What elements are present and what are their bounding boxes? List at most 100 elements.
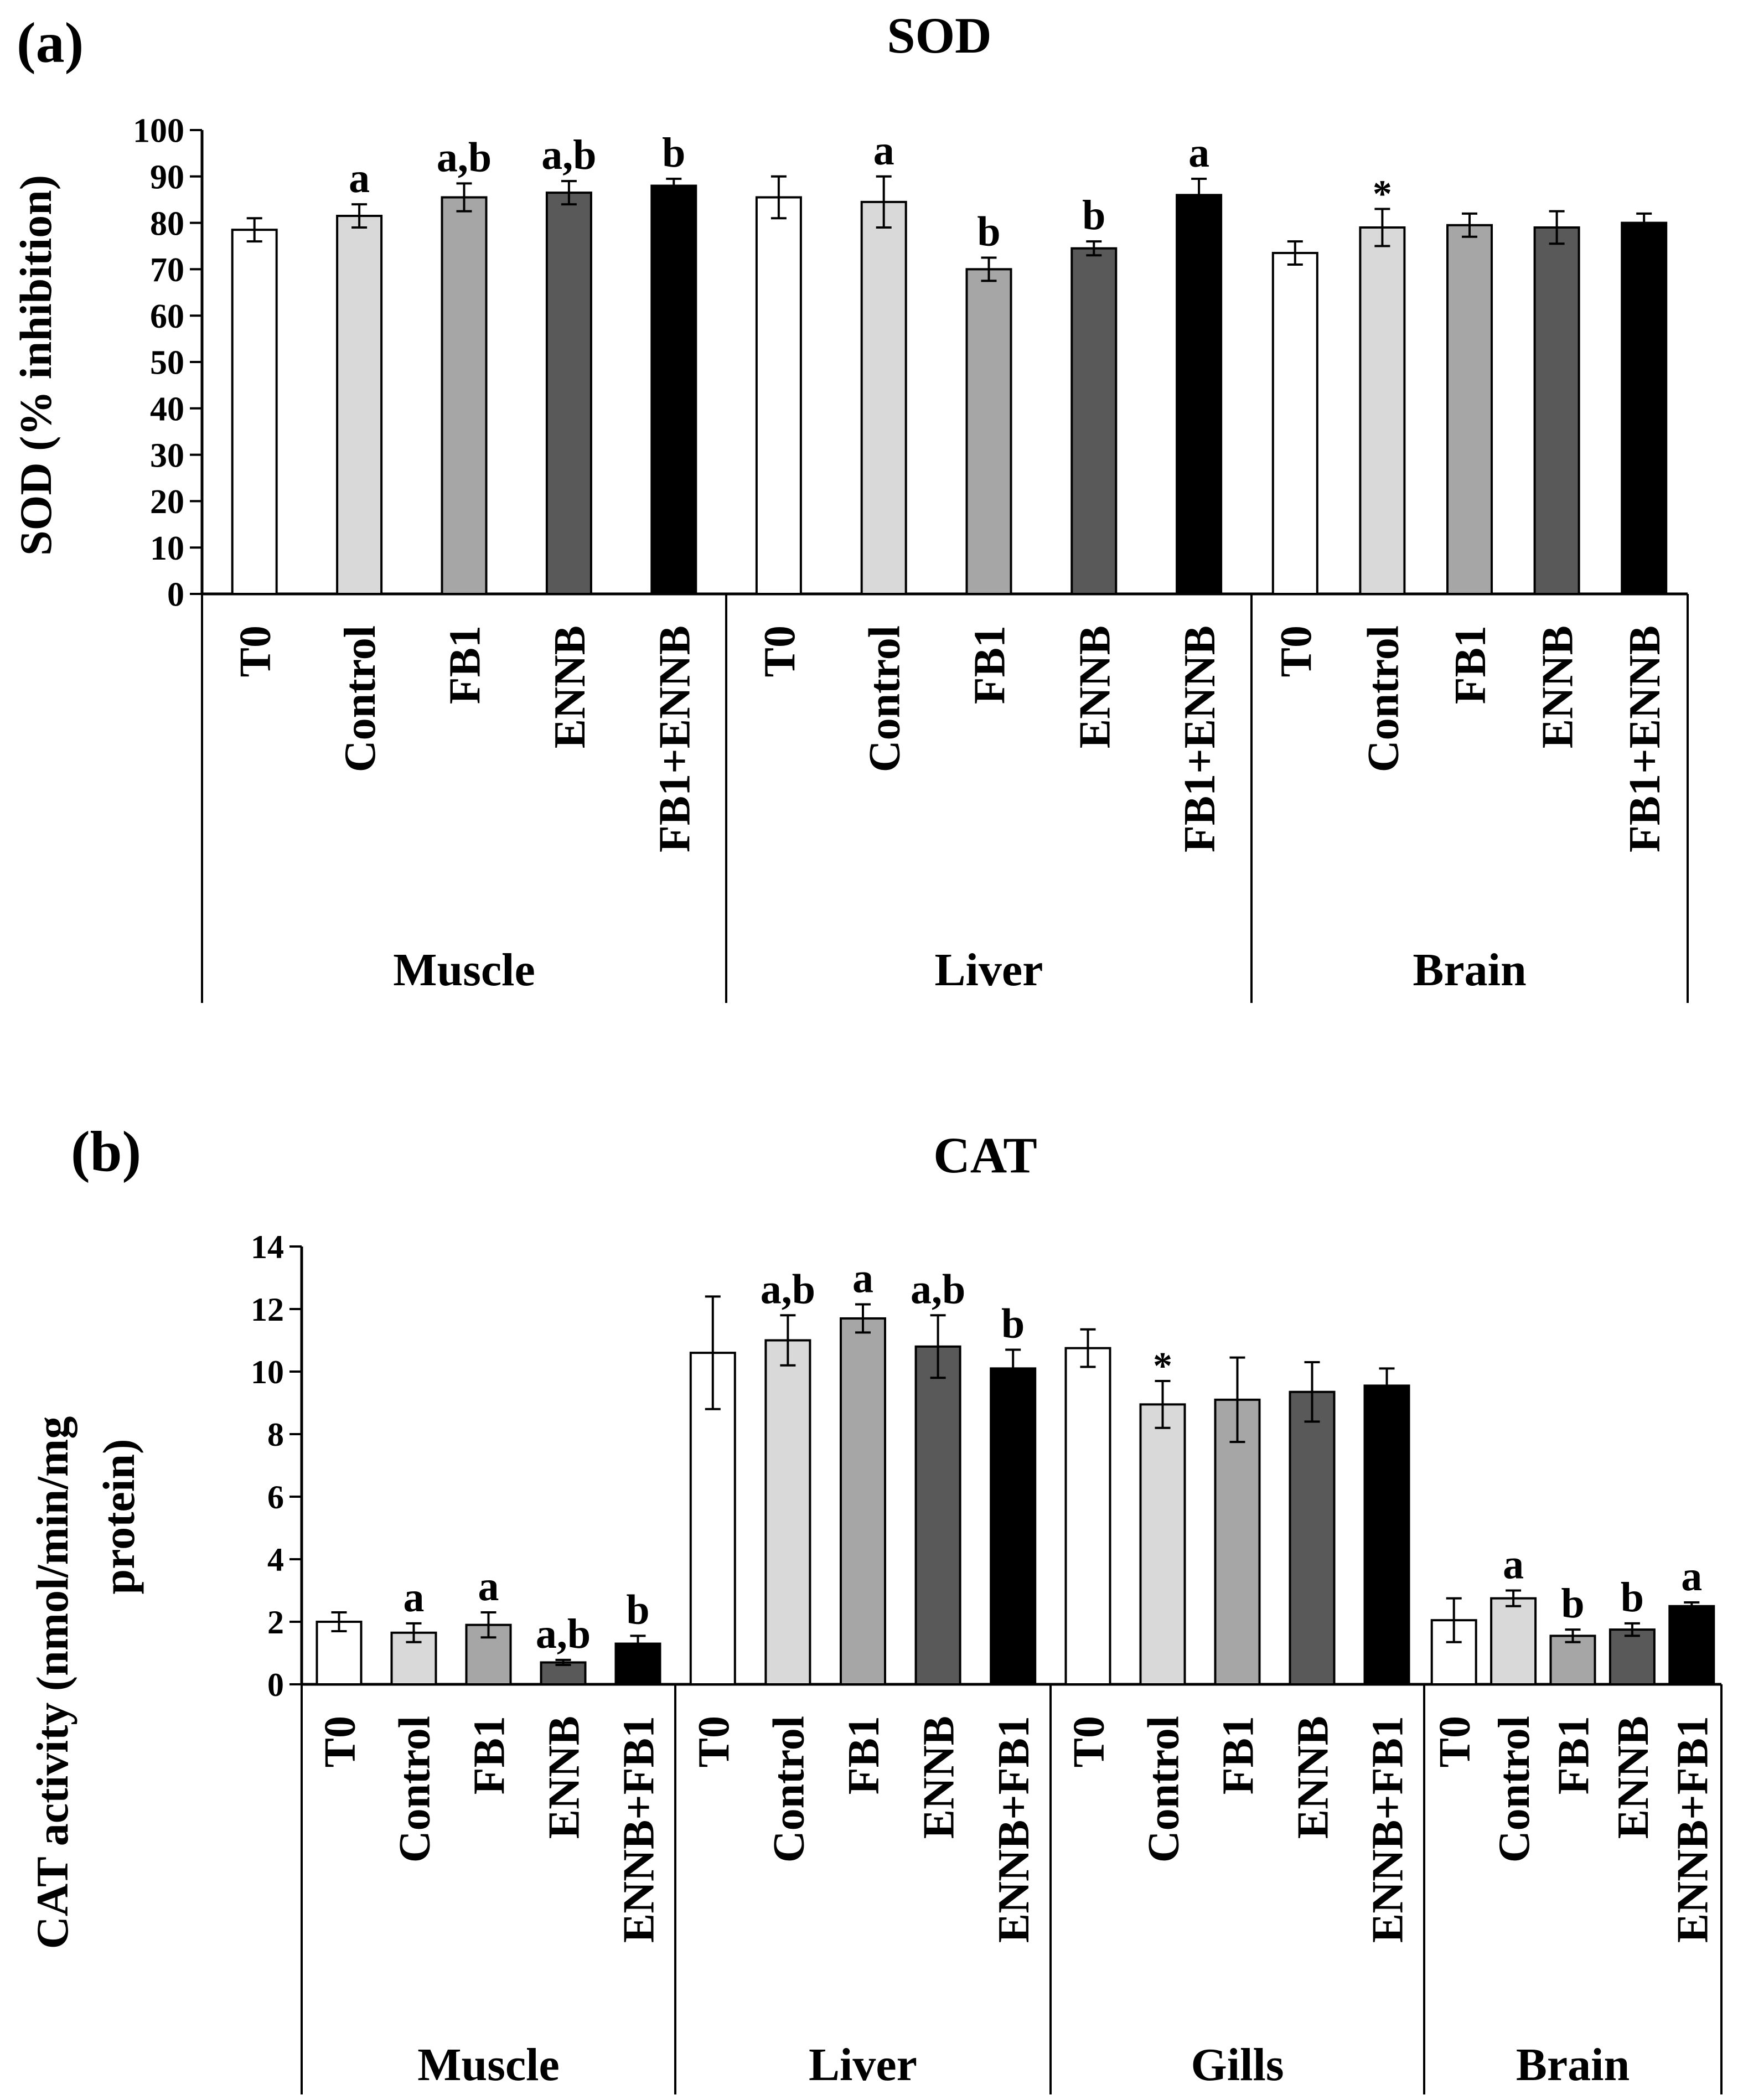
chart-title-b: CAT: [933, 1127, 1037, 1183]
y-tick-label-a: 90: [150, 159, 184, 196]
category-label: Control: [764, 1716, 813, 1863]
significance-label: b: [1561, 1580, 1584, 1627]
bar: [1359, 226, 1406, 596]
y-axis-label-a: SOD (% inhibition): [11, 175, 61, 556]
category-label: FB1+ENNB: [1621, 625, 1669, 852]
category-label: Control: [861, 625, 909, 772]
chart-title-a: SOD: [887, 7, 991, 64]
significance-label: b: [662, 130, 685, 176]
bar: [1176, 194, 1223, 595]
significance-label: a,b: [536, 1611, 591, 1657]
category-label: Control: [336, 625, 385, 772]
bar: [1621, 221, 1668, 596]
y-tick-label-a: 0: [167, 576, 184, 614]
category-label: ENNB+FB1: [1364, 1716, 1413, 1943]
significance-label: a,b: [541, 132, 596, 178]
y-tick-label-a: 40: [150, 391, 184, 428]
category-label: ENNB+FB1: [990, 1716, 1038, 1943]
bar: [914, 1345, 961, 1686]
y-tick-label-b: 14: [251, 1229, 284, 1265]
bar: [1668, 1605, 1715, 1685]
bar: [840, 1317, 886, 1685]
y-tick-label-b: 12: [251, 1291, 284, 1328]
bar: [1363, 1384, 1410, 1686]
bar: [545, 192, 592, 595]
group-label: Brain: [1413, 944, 1526, 996]
category-label: FB1: [466, 1716, 514, 1794]
significance-label: *: [1373, 173, 1392, 215]
category-label: ENNB: [915, 1716, 964, 1839]
significance-label: a: [1681, 1553, 1702, 1600]
bar: [441, 196, 488, 595]
panel-b-cat: (b) CAT CAT activity (nmol/min/mg protei…: [27, 1120, 1723, 2094]
category-label: ENNB: [1609, 1716, 1658, 1839]
significance-label: a,b: [761, 1266, 815, 1312]
category-label: FB1: [1550, 1716, 1599, 1794]
category-label: ENNB: [1534, 625, 1582, 748]
y-tick-label-a: 50: [150, 344, 184, 382]
category-label: T0: [1431, 1716, 1480, 1767]
significance-label: *: [1153, 1345, 1172, 1388]
bar: [650, 184, 697, 595]
significance-label: a: [478, 1563, 499, 1610]
bar: [990, 1367, 1037, 1686]
category-label: ENNB: [1070, 625, 1119, 748]
bar: [1490, 1597, 1537, 1685]
bar: [231, 229, 278, 596]
category-label: FB1: [1446, 625, 1495, 704]
bar: [1139, 1403, 1186, 1685]
category-label: T0: [316, 1716, 365, 1767]
significance-label: b: [626, 1586, 649, 1633]
significance-label: a,b: [911, 1266, 965, 1312]
category-label: ENNB+FB1: [615, 1716, 664, 1943]
panel-label-a: (a): [17, 11, 84, 75]
bar: [755, 196, 802, 595]
category-label: Control: [1490, 1716, 1539, 1863]
category-label: FB1+ENNB: [1176, 625, 1224, 852]
y-tick-label-b: 8: [267, 1416, 284, 1453]
y-tick-label-a: 30: [150, 437, 184, 474]
bar: [1070, 247, 1118, 595]
category-label: T0: [690, 1716, 738, 1767]
y-tick-label-a: 20: [150, 483, 184, 521]
significance-label: b: [1001, 1300, 1025, 1347]
bar: [1214, 1398, 1261, 1686]
y-tick-label-b: 6: [267, 1479, 284, 1515]
category-label: ENNB: [540, 1716, 589, 1839]
category-label: T0: [756, 625, 804, 677]
y-tick-label-a: 80: [150, 205, 184, 242]
category-label: FB1: [966, 625, 1015, 704]
category-label: T0: [1065, 1716, 1114, 1767]
panel-label-b: (b): [71, 1120, 141, 1183]
y-tick-label-b: 0: [267, 1667, 284, 1703]
category-label: FB1: [840, 1716, 888, 1794]
bar: [965, 268, 1012, 595]
y-tick-label-b: 4: [267, 1542, 284, 1578]
y-axis-label-b-line1: CAT activity (nmol/min/mg: [27, 1416, 77, 1949]
category-label: T0: [231, 625, 280, 677]
category-label: FB1+ENNB: [650, 625, 699, 852]
y-tick-label-a: 60: [150, 298, 184, 335]
significance-label: a: [1188, 130, 1209, 176]
significance-label: a: [404, 1574, 425, 1621]
bar: [1271, 252, 1318, 595]
significance-label: a: [852, 1255, 873, 1302]
bar: [1289, 1390, 1336, 1686]
category-label: ENNB: [546, 625, 594, 748]
y-tick-label-b: 10: [251, 1354, 284, 1390]
bar: [1608, 1628, 1656, 1685]
group-label: Gills: [1191, 2039, 1284, 2091]
significance-label: a: [349, 155, 370, 201]
group-label: Brain: [1516, 2039, 1630, 2091]
category-label: FB1: [441, 625, 490, 704]
category-label: Control: [391, 1716, 439, 1863]
y-tick-label-a: 100: [133, 112, 184, 150]
bar: [860, 200, 907, 595]
bar: [1533, 226, 1580, 596]
significance-label: a: [873, 127, 894, 174]
y-tick-label-a: 70: [150, 251, 184, 289]
bar: [336, 215, 383, 595]
category-label: Control: [1359, 625, 1408, 772]
significance-label: b: [1082, 192, 1105, 239]
